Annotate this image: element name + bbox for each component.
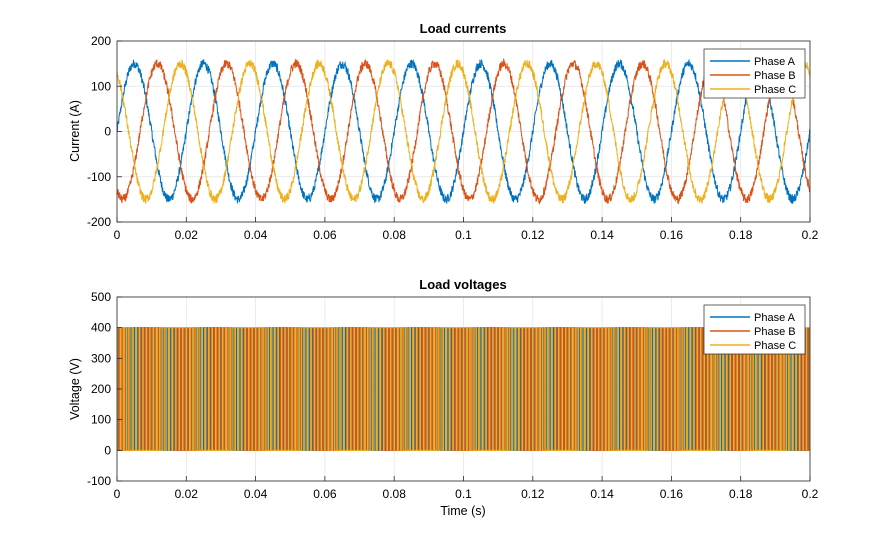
currents-y-axis-label: Current (A) xyxy=(68,100,82,162)
y-tick-label: 100 xyxy=(91,413,111,427)
y-tick-label: 500 xyxy=(91,290,111,304)
voltages-y-axis-label: Voltage (V) xyxy=(68,358,82,420)
x-tick-label: 0.12 xyxy=(521,228,545,242)
voltages-series-group xyxy=(117,327,810,451)
voltages-legend[interactable]: Phase A Phase B Phase C xyxy=(703,304,806,355)
x-tick-label: 0.06 xyxy=(313,228,337,242)
series-line-phase-c xyxy=(117,327,810,451)
legend-label-phase-a: Phase A xyxy=(754,56,796,68)
x-tick-label: 0.1 xyxy=(455,228,472,242)
x-tick-label: 0.08 xyxy=(383,487,407,501)
currents-legend[interactable]: Phase A Phase B Phase C xyxy=(703,48,806,99)
y-tick-label: -200 xyxy=(87,215,111,229)
x-tick-label: 0.06 xyxy=(313,487,337,501)
legend-label-phase-b: Phase B xyxy=(754,326,796,338)
x-tick-label: 0.04 xyxy=(244,228,268,242)
y-tick-label: 200 xyxy=(91,34,111,48)
voltages-title: Load voltages xyxy=(419,277,506,292)
x-tick-label: 0.14 xyxy=(590,487,614,501)
series-line-phase-c xyxy=(117,58,810,205)
y-tick-label: 200 xyxy=(91,382,111,396)
y-tick-label: 100 xyxy=(91,79,111,93)
x-tick-label: 0.08 xyxy=(383,228,407,242)
x-tick-label: 0.02 xyxy=(175,487,199,501)
x-tick-label: 0.16 xyxy=(660,228,684,242)
x-tick-label: 0.04 xyxy=(244,487,268,501)
currents-series-group xyxy=(117,57,810,205)
x-tick-label: 0.18 xyxy=(729,228,753,242)
legend-label-phase-b: Phase B xyxy=(754,70,796,82)
y-tick-label: -100 xyxy=(87,474,111,488)
x-tick-label: 0.02 xyxy=(175,228,199,242)
series-line-phase-b xyxy=(117,57,810,205)
y-tick-label: -100 xyxy=(87,170,111,184)
y-tick-label: 0 xyxy=(104,125,111,139)
voltages-axes: 0 0.02 0.04 0.06 0.08 0.1 0.12 0.14 0.16 0.18 0.2 … xyxy=(68,277,819,518)
currents-y-ticks: -200 -100 0 100 200 xyxy=(87,34,122,229)
y-tick-label: 300 xyxy=(91,351,111,365)
currents-axes: 0 0.02 0.04 0.06 0.08 0.1 0.12 0.14 0.16 0.18 0.2 … xyxy=(68,21,819,242)
series-line-phase-a xyxy=(117,58,810,204)
voltages-x-ticks: 0 0.02 0.04 0.06 0.08 0.1 0.12 0.14 0.16 0.18 0.2 xyxy=(114,476,819,501)
x-tick-label: 0.12 xyxy=(521,487,545,501)
x-tick-label: 0 xyxy=(114,487,121,501)
x-tick-label: 0.16 xyxy=(660,487,684,501)
x-tick-label: 0.2 xyxy=(802,228,819,242)
y-tick-label: 0 xyxy=(104,443,111,457)
x-tick-label: 0.1 xyxy=(455,487,472,501)
x-tick-label: 0.18 xyxy=(729,487,753,501)
currents-title: Load currents xyxy=(420,21,507,36)
legend-label-phase-c: Phase C xyxy=(754,84,796,96)
x-tick-label: 0.14 xyxy=(590,228,614,242)
legend-label-phase-a: Phase A xyxy=(754,312,796,324)
y-tick-label: 400 xyxy=(91,321,111,335)
x-tick-label: 0.2 xyxy=(802,487,819,501)
currents-x-ticks: 0 0.02 0.04 0.06 0.08 0.1 0.12 0.14 0.16 0.18 0.2 xyxy=(114,217,819,242)
voltages-y-ticks: -100 0 100 200 300 400 500 xyxy=(87,290,122,488)
legend-label-phase-c: Phase C xyxy=(754,340,796,352)
voltages-x-axis-label: Time (s) xyxy=(440,504,485,518)
x-tick-label: 0 xyxy=(114,228,121,242)
